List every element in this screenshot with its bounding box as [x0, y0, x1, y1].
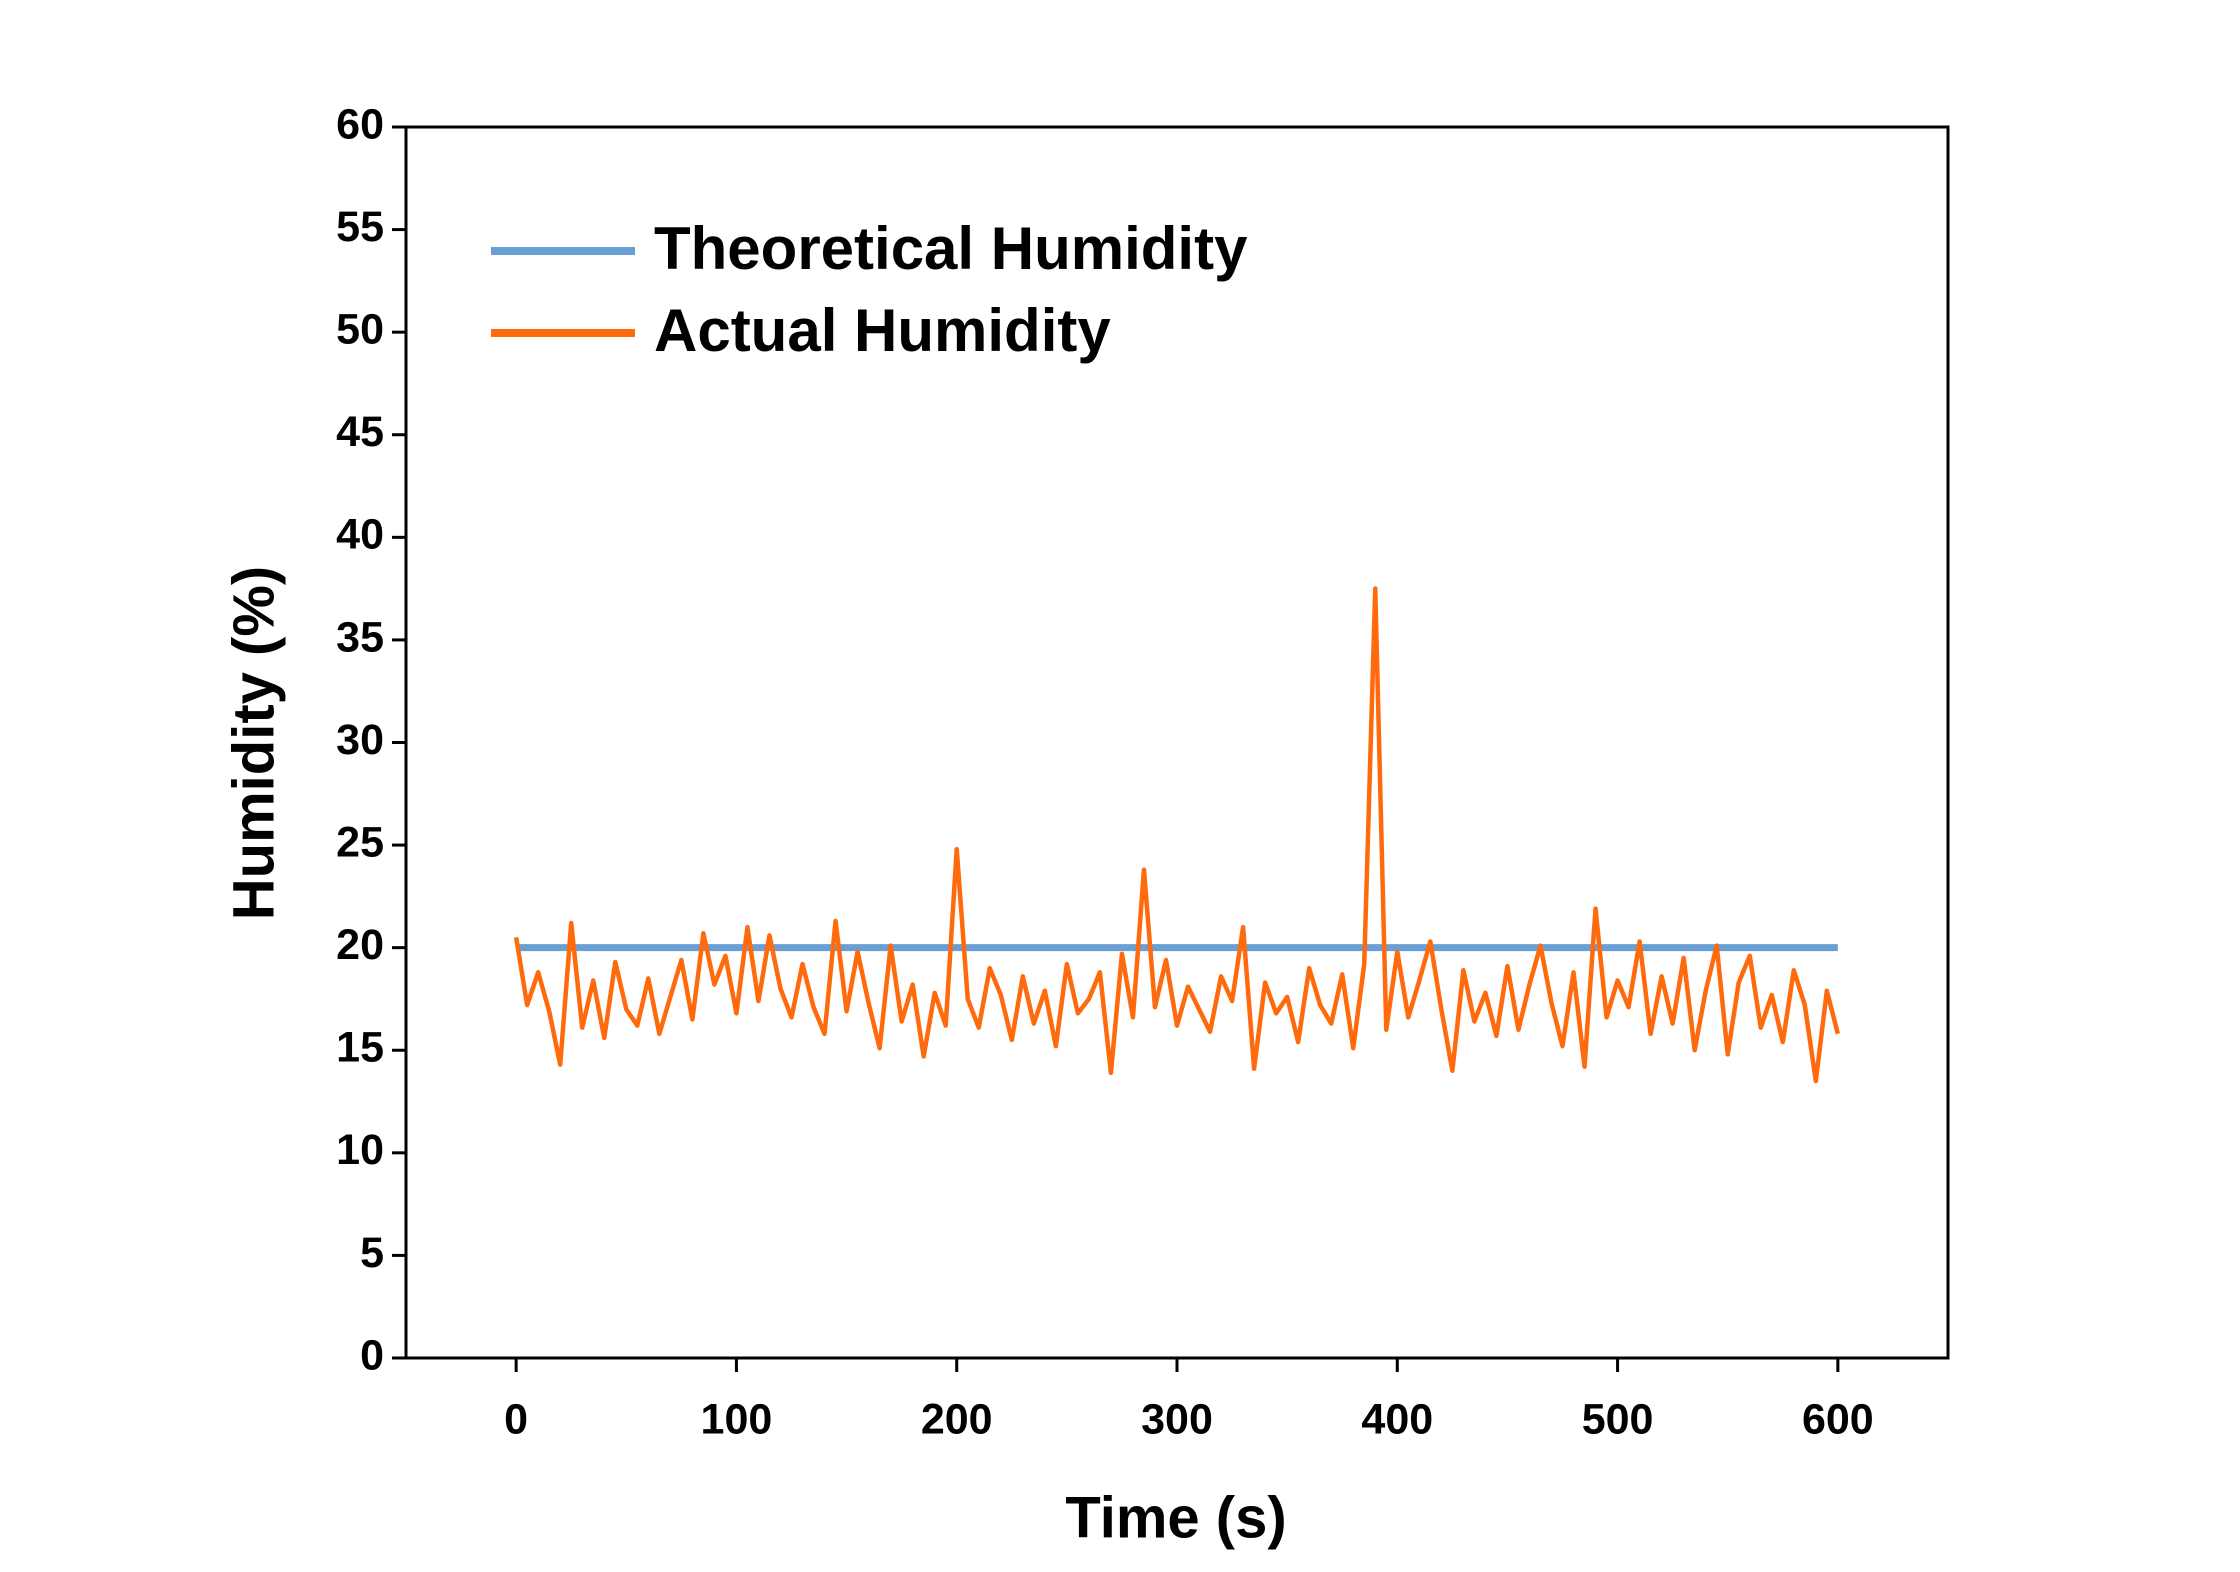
- y-tick-label: 20: [336, 921, 384, 969]
- y-tick-label: 10: [336, 1126, 384, 1174]
- x-tick-label: 500: [1582, 1395, 1654, 1443]
- y-tick-label: 35: [336, 613, 384, 661]
- y-tick-label: 40: [336, 511, 384, 559]
- x-axis-title: Time (s): [1065, 1485, 1286, 1550]
- x-tick-label: 400: [1361, 1395, 1433, 1443]
- legend-label: Actual Humidity: [654, 297, 1111, 364]
- y-tick-label: 15: [336, 1024, 384, 1072]
- y-tick-label: 30: [336, 716, 384, 764]
- y-tick-label: 25: [336, 818, 384, 866]
- y-axis-title: Humidity (%): [221, 566, 286, 920]
- x-tick-label: 200: [921, 1395, 993, 1443]
- x-tick-label: 600: [1802, 1395, 1874, 1443]
- y-tick-label: 50: [336, 306, 384, 354]
- plot-frame: [404, 125, 1950, 1360]
- y-tick-label: 5: [360, 1229, 384, 1277]
- x-tick-label: 0: [504, 1395, 528, 1443]
- y-tick-label: 55: [336, 203, 384, 251]
- data-line: [513, 586, 1841, 1084]
- y-tick-label: 0: [360, 1331, 384, 1379]
- legend-label: Theoretical Humidity: [654, 215, 1248, 282]
- y-tick-label: 60: [336, 100, 384, 148]
- x-tick-label: 300: [1141, 1395, 1213, 1443]
- y-tick-label: 45: [336, 408, 384, 456]
- x-tick-label: 100: [701, 1395, 773, 1443]
